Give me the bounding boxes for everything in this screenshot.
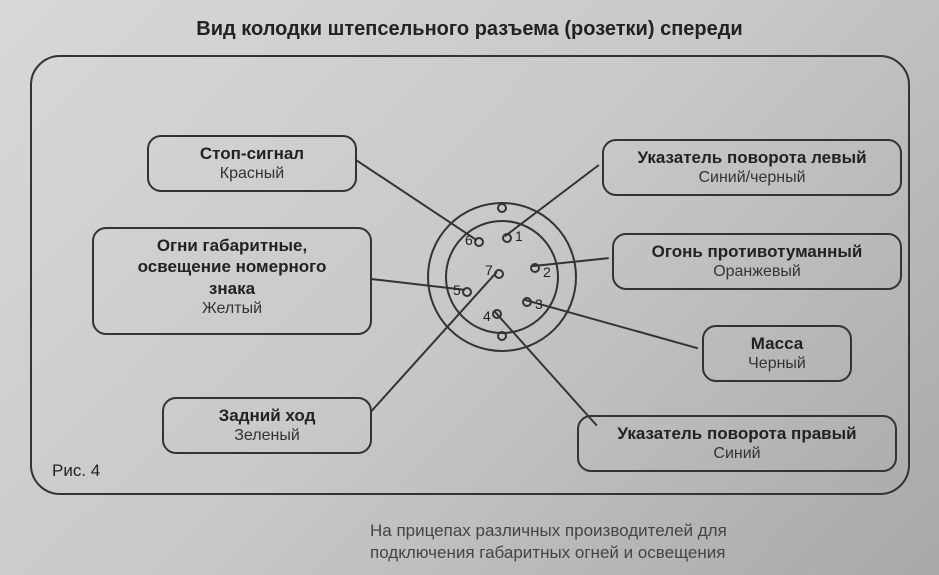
- label-sub: Желтый: [104, 299, 360, 319]
- pin-6: [474, 237, 484, 247]
- label-sub: Черный: [714, 354, 840, 374]
- label-fog: Огонь противотуманный Оранжевый: [612, 233, 902, 290]
- label-bold: Стоп-сигнал: [159, 143, 345, 164]
- mount-hole-0: [497, 203, 507, 213]
- pin-3: [522, 297, 532, 307]
- label-sub: Синий: [589, 444, 885, 464]
- label-sub: Оранжевый: [624, 262, 890, 282]
- pin-label-4: 4: [483, 308, 491, 324]
- label-bold: Указатель поворота правый: [589, 423, 885, 444]
- pin-1: [502, 233, 512, 243]
- pin-label-5: 5: [453, 282, 461, 298]
- label-bold: освещение номерного: [104, 256, 360, 277]
- label-bold: знака: [104, 278, 360, 299]
- footer-line: подключения габаритных огней и освещения: [370, 542, 727, 564]
- label-turn-right: Указатель поворота правый Синий: [577, 415, 897, 472]
- pin-7: [494, 269, 504, 279]
- pin-4: [492, 309, 502, 319]
- label-bold: Указатель поворота левый: [614, 147, 890, 168]
- footer-text: На прицепах различных производителей для…: [370, 520, 727, 564]
- label-bold: Задний ход: [174, 405, 360, 426]
- label-bold: Огни габаритные,: [104, 235, 360, 256]
- label-gabaritnye: Огни габаритные, освещение номерного зна…: [92, 227, 372, 335]
- footer-line: На прицепах различных производителей для: [370, 520, 727, 542]
- label-turn-left: Указатель поворота левый Синий/черный: [602, 139, 902, 196]
- label-bold: Масса: [714, 333, 840, 354]
- diagram-title: Вид колодки штепсельного разъема (розетк…: [0, 18, 939, 41]
- pin-label-2: 2: [543, 264, 551, 280]
- pin-label-6: 6: [465, 232, 473, 248]
- pin-5: [462, 287, 472, 297]
- label-sub: Красный: [159, 164, 345, 184]
- label-bold: Огонь противотуманный: [624, 241, 890, 262]
- label-stop-signal: Стоп-сигнал Красный: [147, 135, 357, 192]
- label-reverse: Задний ход Зеленый: [162, 397, 372, 454]
- pin-label-3: 3: [535, 296, 543, 312]
- connector: 1234567: [427, 202, 577, 352]
- label-mass: Масса Черный: [702, 325, 852, 382]
- label-sub: Синий/черный: [614, 168, 890, 188]
- label-sub: Зеленый: [174, 426, 360, 446]
- figure-number: Рис. 4: [52, 461, 100, 481]
- pin-2: [530, 263, 540, 273]
- mount-hole-1: [497, 331, 507, 341]
- pin-label-1: 1: [515, 228, 523, 244]
- pin-label-7: 7: [485, 262, 493, 278]
- diagram-frame: 1234567 Стоп-сигнал Красный Огни габарит…: [30, 55, 910, 495]
